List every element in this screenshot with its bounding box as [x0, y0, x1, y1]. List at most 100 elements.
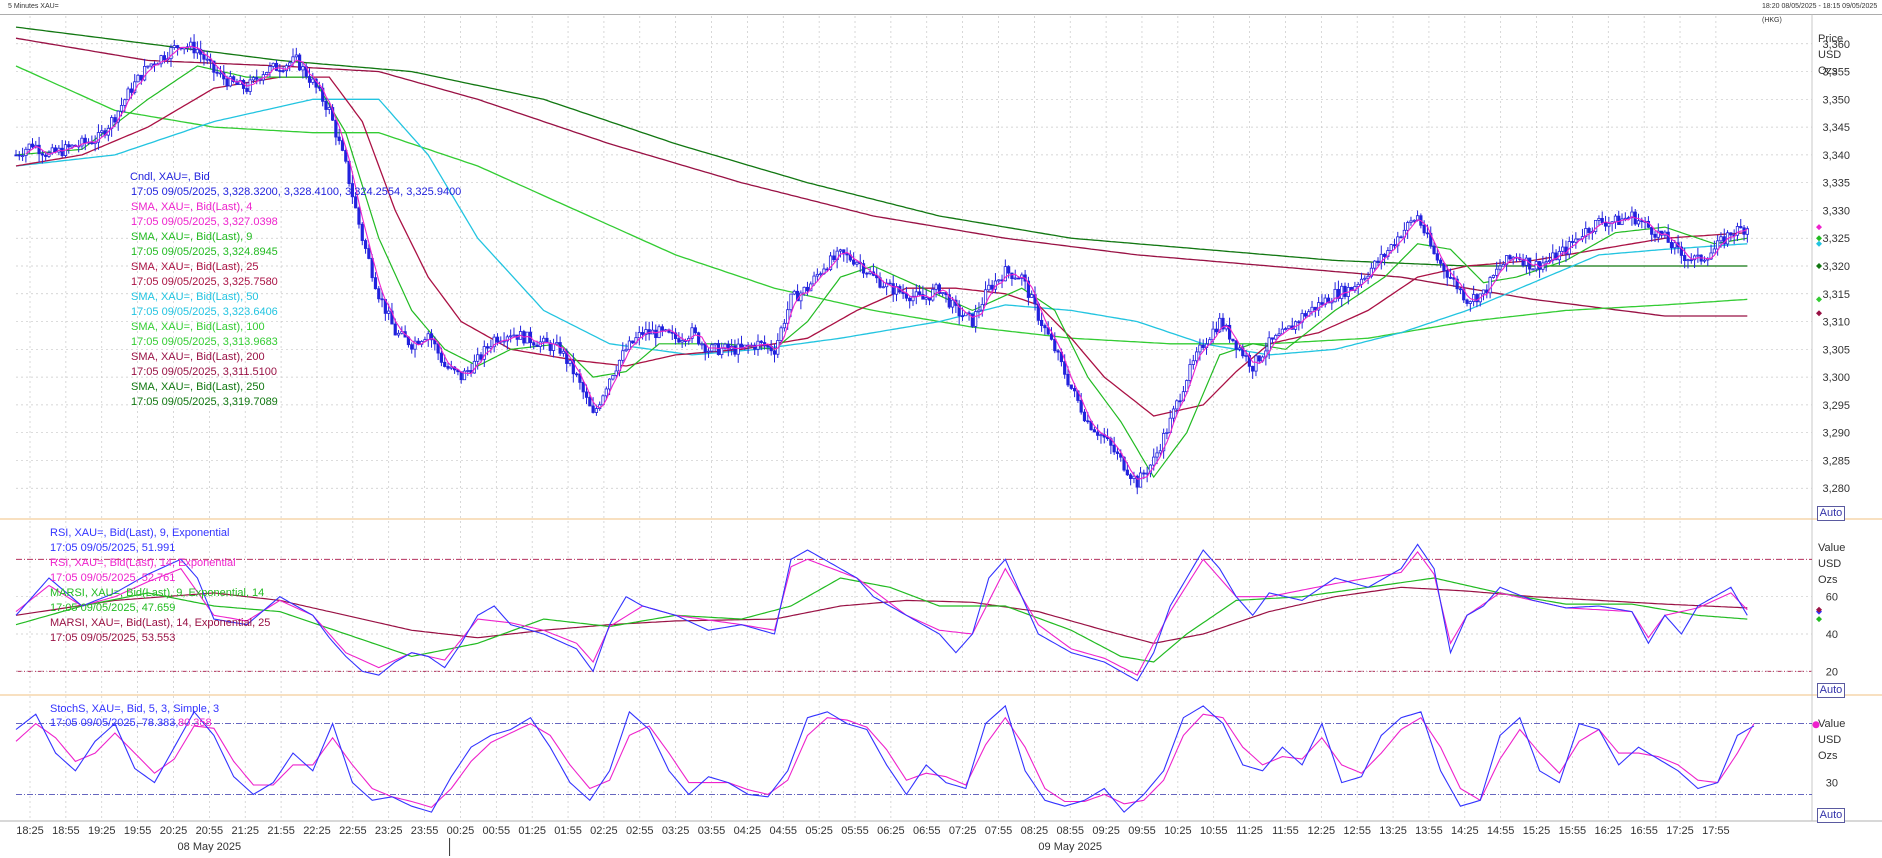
candle-body [644, 329, 648, 335]
x-tick-label: 04:55 [770, 825, 798, 837]
candle-body [637, 332, 641, 339]
candle-body [446, 366, 450, 369]
candle-body [1442, 263, 1446, 272]
candle-body [1406, 222, 1410, 231]
candle-body [1072, 388, 1077, 392]
stoch-d-line [15, 713, 1755, 809]
x-tick-label: 11:25 [1236, 825, 1263, 837]
candle-body [987, 284, 991, 291]
candle-body [1570, 241, 1575, 243]
rsi-y-tick-label: 40 [1826, 629, 1838, 641]
candle-body [136, 74, 140, 83]
candle-body [350, 183, 354, 198]
candle-body [324, 100, 328, 110]
candle-body [1063, 361, 1067, 375]
candle-body [1472, 294, 1476, 302]
x-tick-label: 10:25 [1164, 825, 1192, 837]
candle-body [393, 323, 397, 336]
candle-body [1145, 472, 1149, 475]
candle-body [759, 340, 763, 343]
x-tick-label: 03:25 [662, 825, 690, 837]
candle-body [584, 391, 589, 398]
candle-body [1007, 266, 1011, 274]
candle-body [1594, 219, 1598, 232]
candle-body [1079, 400, 1083, 413]
candle-body [1696, 254, 1700, 257]
candle-body [1016, 277, 1021, 280]
x-tick-label: 16:25 [1595, 825, 1623, 837]
candle-body [1158, 450, 1162, 454]
price-axis-title: Ozs [1818, 65, 1838, 77]
candle-body [1508, 255, 1512, 260]
candle-body [680, 340, 684, 343]
candle-body [1297, 321, 1301, 324]
stoch-legend-text: StochS, XAU=, Bid, 5, 3, Simple, 3 [50, 703, 219, 715]
candle-body [1531, 268, 1535, 271]
price-legend-text: SMA, XAU=, Bid(Last), 9 [131, 231, 252, 243]
candle-body [344, 150, 348, 162]
candle-body [1392, 244, 1397, 247]
stoch-axis-title: Value [1818, 718, 1845, 730]
candle-body [852, 259, 856, 265]
candle-body [990, 284, 994, 290]
x-tick-label: 18:55 [52, 825, 80, 837]
candle-body [439, 352, 444, 363]
candle-body [977, 309, 981, 312]
candle-body [215, 71, 219, 74]
candle-body [218, 72, 223, 75]
candle-body [1162, 433, 1166, 452]
stoch-legend-text: 80.358 [178, 717, 212, 729]
candle-body [941, 292, 945, 294]
candle-body [904, 293, 909, 299]
candle-body [133, 81, 137, 93]
candle-body [380, 298, 384, 301]
candle-body [113, 117, 117, 123]
candle-body [782, 322, 786, 329]
candle-body [284, 65, 289, 72]
candle-body [614, 370, 618, 376]
auto-scale-button-price[interactable]: Auto [1817, 506, 1845, 521]
candle-body [608, 378, 612, 390]
candle-body [459, 371, 463, 381]
price-legend-text: 17:05 09/05/2025, 3,327.0398 [131, 216, 278, 228]
candle-body [1373, 260, 1377, 269]
x-tick-label: 05:25 [805, 825, 833, 837]
candle-body [317, 86, 321, 89]
x-tick-label: 02:25 [590, 825, 618, 837]
value-marker [1816, 606, 1822, 613]
value-marker [1816, 616, 1822, 623]
candle-body [845, 253, 849, 256]
candle-body [110, 117, 114, 129]
auto-scale-button-rsi[interactable]: Auto [1817, 683, 1845, 698]
candle-body [1214, 328, 1218, 333]
candle-body [861, 263, 866, 274]
candle-body [1303, 313, 1308, 317]
candle-body [1692, 255, 1697, 261]
candle-body [950, 299, 955, 308]
x-tick-label: 01:55 [554, 825, 582, 837]
candle-body [1587, 228, 1591, 233]
candle-body [1745, 228, 1749, 235]
candle-body [1155, 452, 1159, 458]
candle-body [1221, 317, 1225, 330]
candle-body [1247, 355, 1251, 367]
auto-scale-button-stoch[interactable]: Auto [1817, 808, 1845, 823]
value-marker [1812, 721, 1820, 729]
candle-body [960, 315, 965, 318]
candle-body [1709, 252, 1713, 260]
x-tick-label: 21:25 [231, 825, 259, 837]
candle-body [426, 333, 430, 341]
x-tick-label: 16:55 [1630, 825, 1658, 837]
candle-body [1138, 472, 1143, 488]
candle-body [997, 279, 1001, 282]
candle-body [370, 258, 374, 279]
x-tick-label: 09:55 [1128, 825, 1156, 837]
candle-body [172, 45, 176, 48]
y-tick-label: 3,345 [1822, 122, 1850, 134]
candle-body [1495, 268, 1499, 276]
candle-body [265, 72, 269, 76]
value-marker [1816, 235, 1822, 242]
candle-body [713, 343, 717, 346]
candle-body [96, 132, 101, 143]
